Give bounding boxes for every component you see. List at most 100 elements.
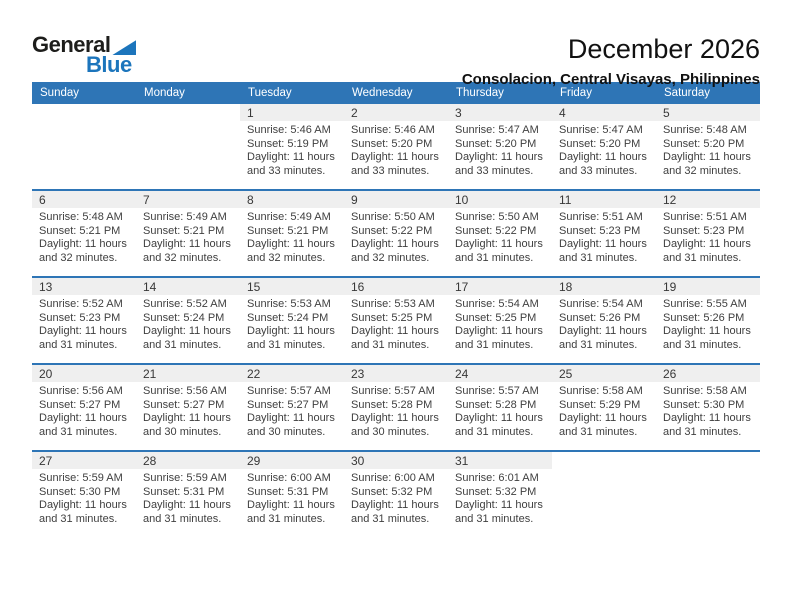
day-number: 25 — [552, 365, 656, 382]
daylight-text: Daylight: 11 hours and 31 minutes. — [663, 412, 751, 438]
sunset-text: Sunset: 5:24 PM — [247, 311, 329, 324]
sunrise-text: Sunrise: 5:55 AM — [663, 298, 747, 310]
sunrise-text: Sunrise: 5:58 AM — [663, 385, 747, 397]
day-number: 4 — [552, 104, 656, 121]
sunset-text: Sunset: 5:27 PM — [247, 398, 329, 411]
day-cell: 30 Sunrise: 6:00 AM Sunset: 5:32 PM Dayligh… — [344, 451, 448, 537]
daylight-text: Daylight: 11 hours and 31 minutes. — [559, 238, 647, 264]
sunset-text: Sunset: 5:23 PM — [39, 311, 121, 324]
day-cell: 31 Sunrise: 6:01 AM Sunset: 5:32 PM Dayligh… — [448, 451, 552, 537]
sunrise-text: Sunrise: 5:51 AM — [663, 211, 747, 223]
sunrise-text: Sunrise: 5:49 AM — [247, 211, 331, 223]
general-blue-logo: General Blue — [32, 34, 137, 76]
sunset-text: Sunset: 5:24 PM — [143, 311, 225, 324]
sunrise-text: Sunrise: 5:46 AM — [351, 124, 435, 136]
day-number: 3 — [448, 104, 552, 121]
day-cell: 15 Sunrise: 5:53 AM Sunset: 5:24 PM Dayligh… — [240, 277, 344, 364]
day-cell: 6 Sunrise: 5:48 AM Sunset: 5:21 PM Daylight… — [32, 190, 136, 277]
day-number: 2 — [344, 104, 448, 121]
sunset-text: Sunset: 5:30 PM — [663, 398, 745, 411]
empty-day-cell — [136, 104, 240, 190]
day-cell: 29 Sunrise: 6:00 AM Sunset: 5:31 PM Dayligh… — [240, 451, 344, 537]
sunrise-text: Sunrise: 5:57 AM — [455, 385, 539, 397]
daylight-text: Daylight: 11 hours and 32 minutes. — [39, 238, 127, 264]
day-number: 24 — [448, 365, 552, 382]
sunrise-text: Sunrise: 5:59 AM — [143, 472, 227, 484]
sunrise-text: Sunrise: 6:00 AM — [247, 472, 331, 484]
day-cell: 22 Sunrise: 5:57 AM Sunset: 5:27 PM Dayligh… — [240, 364, 344, 451]
day-cell: 27 Sunrise: 5:59 AM Sunset: 5:30 PM Dayligh… — [32, 451, 136, 537]
sunset-text: Sunset: 5:26 PM — [559, 311, 641, 324]
daylight-text: Daylight: 11 hours and 32 minutes. — [247, 238, 335, 264]
day-cell: 20 Sunrise: 5:56 AM Sunset: 5:27 PM Dayligh… — [32, 364, 136, 451]
day-cell: 14 Sunrise: 5:52 AM Sunset: 5:24 PM Dayligh… — [136, 277, 240, 364]
sunrise-text: Sunrise: 5:52 AM — [39, 298, 123, 310]
day-cell: 10 Sunrise: 5:50 AM Sunset: 5:22 PM Dayligh… — [448, 190, 552, 277]
sunrise-text: Sunrise: 5:47 AM — [455, 124, 539, 136]
day-number: 16 — [344, 278, 448, 295]
day-cell: 7 Sunrise: 5:49 AM Sunset: 5:21 PM Daylight… — [136, 190, 240, 277]
day-cell: 25 Sunrise: 5:58 AM Sunset: 5:29 PM Dayligh… — [552, 364, 656, 451]
daylight-text: Daylight: 11 hours and 31 minutes. — [663, 238, 751, 264]
daylight-text: Daylight: 11 hours and 33 minutes. — [455, 151, 543, 177]
sunrise-text: Sunrise: 5:46 AM — [247, 124, 331, 136]
daylight-text: Daylight: 11 hours and 31 minutes. — [455, 412, 543, 438]
sunset-text: Sunset: 5:28 PM — [455, 398, 537, 411]
day-cell: 16 Sunrise: 5:53 AM Sunset: 5:25 PM Dayligh… — [344, 277, 448, 364]
daylight-text: Daylight: 11 hours and 33 minutes. — [559, 151, 647, 177]
empty-day-cell — [552, 451, 656, 537]
daylight-text: Daylight: 11 hours and 31 minutes. — [247, 325, 335, 351]
sunrise-text: Sunrise: 5:51 AM — [559, 211, 643, 223]
daylight-text: Daylight: 11 hours and 31 minutes. — [455, 325, 543, 351]
weekday-header-tuesday: Tuesday — [240, 82, 344, 104]
day-number: 22 — [240, 365, 344, 382]
sunrise-text: Sunrise: 5:58 AM — [559, 385, 643, 397]
day-number: 21 — [136, 365, 240, 382]
sunset-text: Sunset: 5:20 PM — [351, 137, 433, 150]
sunrise-text: Sunrise: 6:01 AM — [455, 472, 539, 484]
day-number: 30 — [344, 452, 448, 469]
day-cell: 9 Sunrise: 5:50 AM Sunset: 5:22 PM Daylight… — [344, 190, 448, 277]
daylight-text: Daylight: 11 hours and 31 minutes. — [39, 325, 127, 351]
day-number: 9 — [344, 191, 448, 208]
weekday-header-row: Sunday Monday Tuesday Wednesday Thursday Frid… — [32, 82, 760, 104]
day-number: 29 — [240, 452, 344, 469]
day-cell: 4 Sunrise: 5:47 AM Sunset: 5:20 PM Daylight… — [552, 104, 656, 190]
calendar-table: Sunday Monday Tuesday Wednesday Thursday Frid… — [32, 82, 760, 537]
daylight-text: Daylight: 11 hours and 31 minutes. — [143, 499, 231, 525]
daylight-text: Daylight: 11 hours and 31 minutes. — [455, 238, 543, 264]
sunrise-text: Sunrise: 6:00 AM — [351, 472, 435, 484]
day-cell: 24 Sunrise: 5:57 AM Sunset: 5:28 PM Dayligh… — [448, 364, 552, 451]
day-cell: 11 Sunrise: 5:51 AM Sunset: 5:23 PM Dayligh… — [552, 190, 656, 277]
sunrise-text: Sunrise: 5:48 AM — [39, 211, 123, 223]
sunset-text: Sunset: 5:21 PM — [39, 224, 121, 237]
daylight-text: Daylight: 11 hours and 31 minutes. — [247, 499, 335, 525]
weekday-header-monday: Monday — [136, 82, 240, 104]
sunset-text: Sunset: 5:29 PM — [559, 398, 641, 411]
day-number: 13 — [32, 278, 136, 295]
sunrise-text: Sunrise: 5:56 AM — [39, 385, 123, 397]
day-cell: 21 Sunrise: 5:56 AM Sunset: 5:27 PM Dayligh… — [136, 364, 240, 451]
daylight-text: Daylight: 11 hours and 30 minutes. — [143, 412, 231, 438]
sunset-text: Sunset: 5:20 PM — [663, 137, 745, 150]
sunset-text: Sunset: 5:32 PM — [351, 485, 433, 498]
sunset-text: Sunset: 5:23 PM — [663, 224, 745, 237]
daylight-text: Daylight: 11 hours and 33 minutes. — [247, 151, 335, 177]
daylight-text: Daylight: 11 hours and 31 minutes. — [351, 325, 439, 351]
day-number: 8 — [240, 191, 344, 208]
day-number: 26 — [656, 365, 760, 382]
weekday-header-saturday: Saturday — [656, 82, 760, 104]
sunset-text: Sunset: 5:31 PM — [247, 485, 329, 498]
calendar-body: 1 Sunrise: 5:46 AM Sunset: 5:19 PM Daylight… — [32, 104, 760, 537]
daylight-text: Daylight: 11 hours and 31 minutes. — [39, 412, 127, 438]
day-cell: 8 Sunrise: 5:49 AM Sunset: 5:21 PM Daylight… — [240, 190, 344, 277]
week-row: 27 Sunrise: 5:59 AM Sunset: 5:30 PM Dayligh… — [32, 451, 760, 537]
sunset-text: Sunset: 5:20 PM — [455, 137, 537, 150]
day-cell: 3 Sunrise: 5:47 AM Sunset: 5:20 PM Daylight… — [448, 104, 552, 190]
daylight-text: Daylight: 11 hours and 30 minutes. — [351, 412, 439, 438]
day-number: 28 — [136, 452, 240, 469]
daylight-text: Daylight: 11 hours and 31 minutes. — [39, 499, 127, 525]
daylight-text: Daylight: 11 hours and 30 minutes. — [247, 412, 335, 438]
sunrise-text: Sunrise: 5:57 AM — [351, 385, 435, 397]
page-title: December 2026 — [567, 34, 760, 64]
